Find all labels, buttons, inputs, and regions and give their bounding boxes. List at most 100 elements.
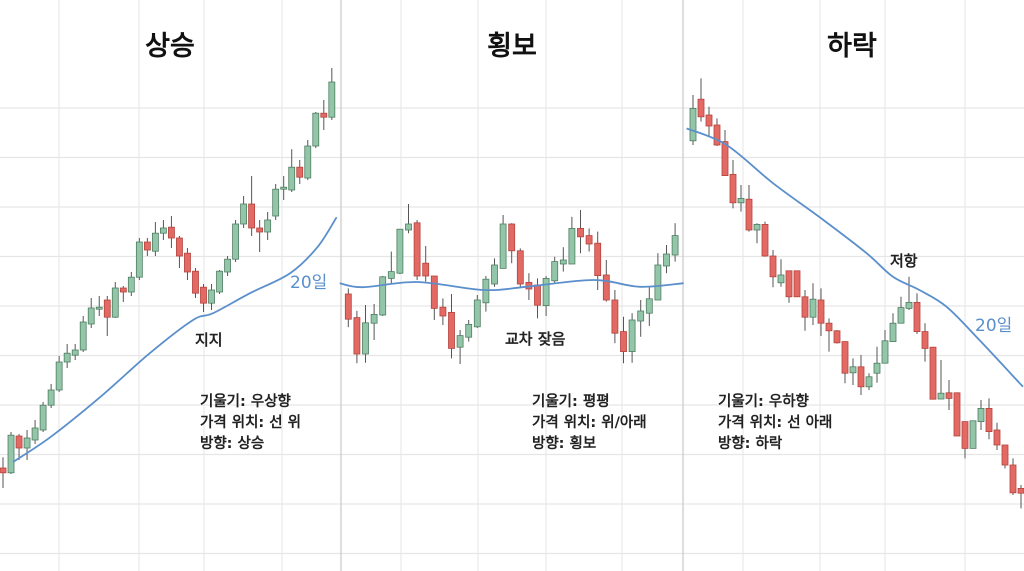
candle-down <box>248 176 256 236</box>
candle-up <box>312 112 320 148</box>
candle-up <box>473 295 481 328</box>
candle-up <box>873 346 881 383</box>
candle-body <box>753 223 761 231</box>
candle-body <box>127 276 135 293</box>
candle-body <box>817 299 825 324</box>
candle-body <box>422 262 430 277</box>
annotation-support: 지지 <box>195 331 223 349</box>
candle-down <box>761 221 769 257</box>
candle-body <box>1009 464 1017 494</box>
candle-body <box>745 198 753 231</box>
candle-body <box>508 223 516 252</box>
candle-down <box>192 268 199 298</box>
candle-body <box>849 366 857 374</box>
candle-body <box>713 124 721 146</box>
candle-up <box>671 223 679 262</box>
candle-body <box>793 270 801 298</box>
candle-down <box>594 231 602 290</box>
candle-body <box>312 112 320 147</box>
candle-body <box>721 141 729 177</box>
candle-down <box>1001 444 1009 469</box>
candle-body <box>362 322 369 355</box>
candle-body <box>705 114 713 127</box>
ma20-line-sideways <box>339 279 684 292</box>
candle-up <box>63 344 71 368</box>
candle-down <box>448 294 455 359</box>
candle-body <box>961 421 969 449</box>
candle-up <box>370 304 378 340</box>
candle-down <box>857 355 865 395</box>
annotation-frequent-crossing: 교차 잦음 <box>505 330 566 348</box>
info-slope-sideways: 기울기: 평평 <box>532 392 610 410</box>
candle-body <box>785 270 793 298</box>
ma20-line-uptrend <box>12 216 338 463</box>
candle-body <box>594 242 602 276</box>
candle-up <box>39 402 47 432</box>
candle-body <box>232 223 239 260</box>
candle-up <box>31 420 39 444</box>
candle-body <box>103 299 111 318</box>
candle-body <box>200 286 207 304</box>
candle-body <box>288 166 296 191</box>
candle-body <box>945 392 953 399</box>
candle-body <box>328 81 336 118</box>
candle-down <box>534 278 541 319</box>
candle-body <box>761 223 769 257</box>
candle-body <box>159 227 167 234</box>
candle-down <box>119 286 127 302</box>
candle-down <box>353 310 361 364</box>
candle-down <box>841 341 849 384</box>
candle-down <box>801 290 809 331</box>
info-direction-sideways: 방향: 횡보 <box>532 434 596 452</box>
candle-body <box>534 284 541 306</box>
candle-body <box>913 301 921 332</box>
candle-body <box>344 293 352 320</box>
info-position-downtrend: 가격 위치: 선 아래 <box>718 413 832 431</box>
candle-body <box>499 223 507 269</box>
candle-down <box>833 330 841 344</box>
candle-up <box>216 270 223 294</box>
candle-up <box>379 276 387 316</box>
info-direction-uptrend: 방향: 상승 <box>200 434 264 452</box>
candle-body <box>611 299 619 334</box>
candle-up <box>396 228 404 274</box>
candle-body <box>135 241 143 278</box>
candle-up <box>159 220 167 240</box>
candle-up <box>328 68 336 120</box>
candle-body <box>248 203 256 229</box>
candle-down <box>913 293 921 334</box>
candle-body <box>889 322 897 343</box>
panel-downtrend: 하락 20일 저항 기울기: 우하향 가격 위치: 선 아래 방향: 하락 <box>686 31 1024 509</box>
candle-body <box>111 287 119 318</box>
candle-up <box>240 196 248 228</box>
candle-down <box>344 288 352 328</box>
candle-body <box>977 407 985 422</box>
candle-up <box>937 360 945 400</box>
candles-downtrend <box>689 78 1024 509</box>
candle-up <box>272 184 280 220</box>
candle-body <box>689 108 697 142</box>
panel-sideways: 횡보 교차 잦음 기울기: 평평 가격 위치: 위/아래 방향: 횡보 <box>339 31 684 452</box>
candle-up <box>232 220 239 262</box>
candle-body <box>7 434 15 474</box>
candle-up <box>87 298 95 328</box>
candle-up <box>663 245 670 274</box>
candle-up <box>542 276 550 316</box>
candle-body <box>620 331 627 353</box>
candle-down <box>256 220 264 252</box>
candle-down <box>985 398 993 440</box>
candle-body <box>833 330 841 344</box>
candle-body <box>387 271 395 279</box>
candle-body <box>296 166 304 178</box>
candle-up <box>645 286 653 326</box>
candle-body <box>969 420 977 449</box>
candle-up <box>809 283 817 325</box>
candle-up <box>405 204 412 234</box>
candle-up <box>654 253 662 301</box>
candles-uptrend <box>0 68 336 488</box>
candle-body <box>737 197 745 204</box>
candle-body <box>628 319 636 353</box>
candle-body <box>559 259 567 265</box>
candle-down <box>793 270 801 298</box>
info-position-uptrend: 가격 위치: 선 위 <box>200 413 301 431</box>
